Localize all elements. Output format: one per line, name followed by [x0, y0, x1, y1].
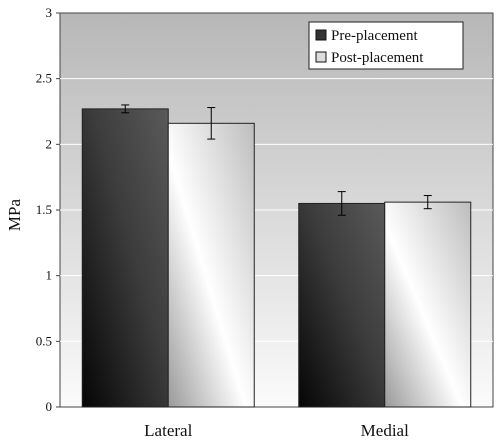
y-tick-label: 0: [46, 399, 53, 414]
x-category-labels: Lateral Medial: [144, 421, 409, 440]
y-tick-labels: 0 0.5 1 1.5 2 2.5 3: [36, 5, 52, 414]
y-tick-label: 3: [46, 5, 53, 20]
bars: [81, 108, 472, 408]
x-category-label: Medial: [361, 421, 409, 440]
y-tick-label: 2.5: [36, 71, 52, 86]
error-bars: [121, 104, 432, 216]
legend-swatch-pre-placement: [315, 29, 327, 41]
legend-box: [308, 21, 464, 70]
legend-label-pre-placement: Pre-placement: [331, 28, 418, 44]
y-axis-title: MPa: [5, 198, 24, 231]
y-tick-label: 2: [46, 136, 53, 151]
y-tick-label: 1: [46, 268, 53, 283]
bar-medial-pre-placement: [298, 202, 386, 408]
x-category-label: Lateral: [144, 421, 192, 440]
y-tick-label: 0.5: [36, 333, 52, 348]
legend: Pre-placement Post-placement: [308, 21, 464, 70]
bar-lateral-pre-placement: [81, 108, 169, 408]
bar-medial-post-placement: [384, 201, 472, 408]
legend-swatch-post-placement: [315, 51, 327, 63]
y-tick-label: 1.5: [36, 202, 52, 217]
bar-lateral-post-placement: [167, 122, 255, 408]
legend-label-post-placement: Post-placement: [331, 50, 424, 66]
